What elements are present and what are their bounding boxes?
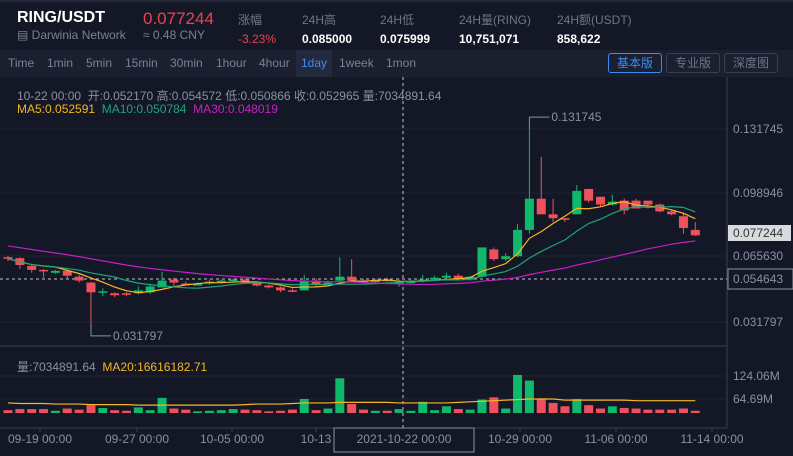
view-depth-button[interactable]: 深度图: [724, 53, 778, 73]
stat-change: 涨幅 -3.23%: [238, 13, 277, 46]
interval-1week[interactable]: 1week: [339, 56, 374, 70]
ma-info: MA5:0.052591 MA10:0.050784 MA30:0.048019: [17, 102, 278, 116]
ma20-label: MA20:16616182.71: [102, 360, 208, 374]
interval-4hour[interactable]: 4hour: [259, 56, 290, 70]
ma30-label: MA30:0.048019: [193, 102, 278, 116]
volume-info: 量:7034891.64 MA20:16616182.71: [17, 360, 208, 374]
stat-24h-volume: 24H量(RING) 10,751,071: [459, 13, 532, 46]
ohlc-info: 10-22 00:00 开:0.052170 高:0.054572 低:0.05…: [17, 89, 442, 103]
network-icon: ▤: [17, 28, 32, 42]
interval-toolbar: Time 1min 5min 15min 30min 1hour 4hour 1…: [0, 50, 793, 77]
svg-text:64.69M: 64.69M: [733, 392, 773, 406]
svg-text:2021-10-22 00:00: 2021-10-22 00:00: [357, 432, 452, 446]
view-pro-button[interactable]: 专业版: [666, 53, 720, 73]
svg-text:11-06 00:00: 11-06 00:00: [584, 432, 647, 446]
svg-text:10-05 00:00: 10-05 00:00: [200, 432, 264, 446]
price-axis-label: 0.065630: [733, 249, 783, 263]
svg-text:09-19 00:00: 09-19 00:00: [8, 432, 72, 446]
svg-text:0.054643: 0.054643: [733, 272, 783, 286]
interval-1hour[interactable]: 1hour: [216, 56, 247, 70]
svg-text:10-29 00:00: 10-29 00:00: [488, 432, 552, 446]
last-price: 0.077244: [143, 9, 214, 28]
ma10-label: MA10:0.050784: [101, 102, 187, 116]
view-basic-button[interactable]: 基本版: [608, 53, 662, 73]
svg-text:09-27 00:00: 09-27 00:00: [105, 432, 169, 446]
interval-1min[interactable]: 1min: [47, 56, 74, 70]
interval-1mon[interactable]: 1mon: [386, 56, 417, 70]
svg-text:124.06M: 124.06M: [733, 369, 780, 383]
svg-text:10-13: 10-13: [301, 432, 332, 446]
ticker-header: RING/USDT ▤ Darwinia Network 0.077244 ≈ …: [0, 0, 793, 46]
interval-15min[interactable]: 15min: [125, 56, 158, 70]
price-axis-label: 0.098946: [733, 186, 783, 200]
svg-text:11-14 00:00: 11-14 00:00: [680, 432, 743, 446]
svg-text:0.131745: 0.131745: [551, 110, 601, 124]
cny-price: ≈ 0.48 CNY: [143, 28, 205, 42]
svg-text:0.031797: 0.031797: [113, 329, 163, 343]
interval-time[interactable]: Time: [8, 56, 35, 70]
interval-30min[interactable]: 30min: [170, 56, 203, 70]
network-label: ▤ Darwinia Network: [17, 28, 126, 42]
price-axis-label: 0.031797: [733, 315, 783, 329]
pair-title[interactable]: RING/USDT: [17, 9, 105, 26]
ma5-label: MA5:0.052591: [17, 102, 96, 116]
svg-text:0.077244: 0.077244: [733, 226, 783, 240]
price-axis-label: 0.131745: [733, 122, 783, 136]
stat-24h-turnover: 24H额(USDT) 858,622: [557, 13, 632, 46]
interval-1day[interactable]: 1day: [296, 50, 333, 77]
interval-5min[interactable]: 5min: [86, 56, 113, 70]
stat-24h-high: 24H高 0.085000: [302, 13, 353, 46]
stat-24h-low: 24H低 0.075999: [380, 13, 431, 46]
